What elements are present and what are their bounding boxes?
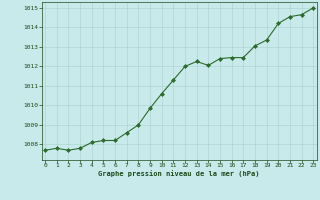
X-axis label: Graphe pression niveau de la mer (hPa): Graphe pression niveau de la mer (hPa) (99, 171, 260, 177)
